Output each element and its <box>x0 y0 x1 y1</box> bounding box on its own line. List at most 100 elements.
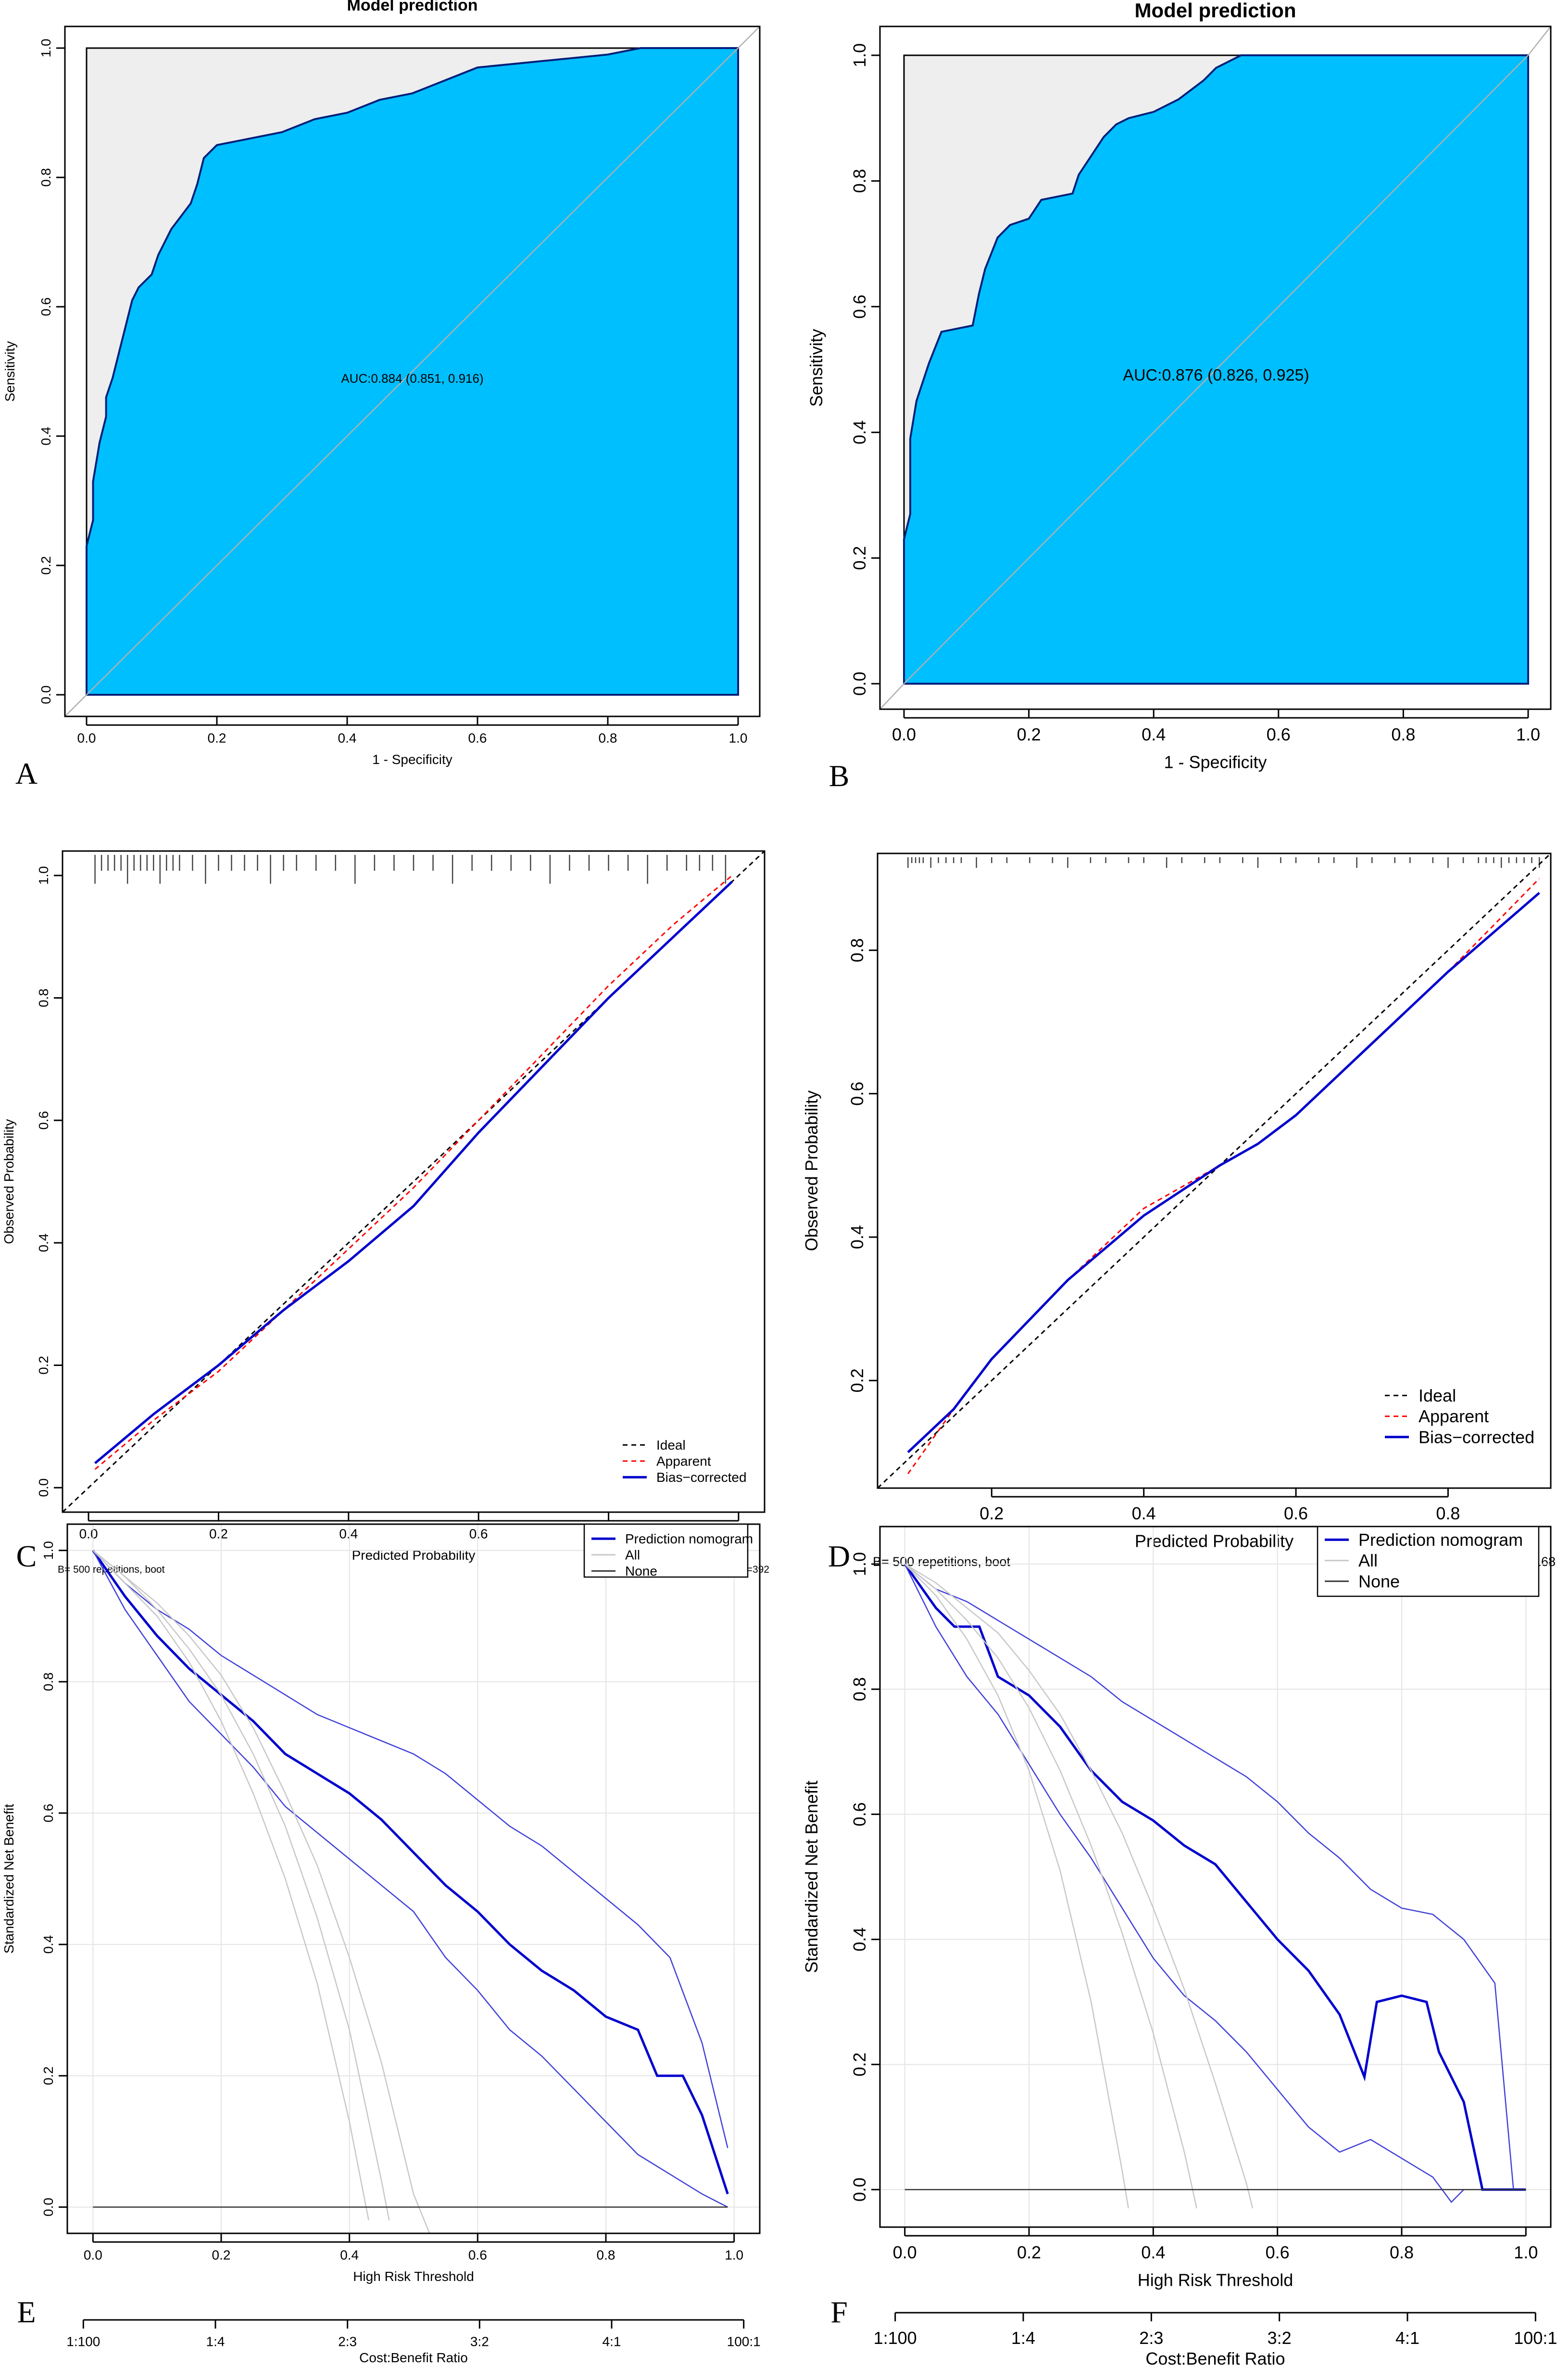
series-line <box>904 1563 1254 2209</box>
legend-box <box>1317 1526 1540 1597</box>
cost-benefit-tick-label: 1:4 <box>1011 2328 1035 2348</box>
y-tick-label: 0.2 <box>38 556 53 575</box>
y-axis-label: Sensitivity <box>806 329 826 407</box>
legend-label: Apparent <box>656 1454 711 1469</box>
x-tick-label: 0.0 <box>84 2247 102 2262</box>
x-tick-label: 0.8 <box>599 730 617 745</box>
panel-e: 0.0 0.2 0.4 0.6 0.8 1.0 High Risk Threshold 0.0… <box>1 1523 761 2365</box>
x-tick-label: 0.8 <box>1390 2242 1414 2262</box>
panel-c: 0.00.20.40.60.81.0Predicted Probability0… <box>1 850 769 1575</box>
x-axis-label: High Risk Threshold <box>1138 2270 1293 2290</box>
panel-letter: C <box>16 1539 37 1573</box>
plot-frame <box>66 1523 761 2234</box>
cost-benefit-tick-label: 4:1 <box>1395 2328 1419 2348</box>
cost-benefit-tick-label: 100:1 <box>1514 2328 1557 2348</box>
auc-annotation: AUC:0.876 (0.826, 0.925) <box>1123 366 1309 385</box>
y-tick-label: 0.0 <box>36 1478 51 1497</box>
legend-label: None <box>625 1564 657 1578</box>
y-tick-label: 0.2 <box>850 2053 869 2077</box>
panel-a: AUC:0.884 (0.851, 0.916) 0.0 0.2 0.4 0.6 0.8 1… <box>2 0 761 790</box>
auc-annotation: AUC:0.884 (0.851, 0.916) <box>341 371 483 386</box>
frame-corner-line <box>64 694 87 717</box>
panel-letter: B <box>829 759 850 793</box>
x-tick-label: 0.2 <box>212 2247 231 2262</box>
series-line <box>877 852 1552 1489</box>
series-line <box>92 1550 729 2194</box>
y-tick-label: 1.0 <box>41 1541 56 1560</box>
legend-box <box>583 1523 749 1578</box>
chart-title: Model prediction <box>347 0 478 14</box>
x-tick-label: 0.8 <box>1436 1503 1460 1523</box>
x-axis-label: 1 - Specificity <box>1164 752 1267 772</box>
panel-f: 0.0 0.2 0.4 0.6 0.8 1.0 High Risk Threshold 0.0… <box>802 1526 1557 2368</box>
footnote-left: B= 500 repetitions, boot <box>873 1554 1010 1569</box>
y-tick-label: 0.0 <box>41 2198 56 2217</box>
series-line <box>907 878 1540 1475</box>
x-tick-label: 0.2 <box>208 730 226 745</box>
panel-letter: F <box>830 2295 848 2329</box>
series-line <box>92 1550 728 2148</box>
y-tick-label: 0.4 <box>850 1928 869 1952</box>
reference-diagonal <box>86 48 739 695</box>
series-line <box>92 1550 728 2208</box>
y-tick-label: 0.6 <box>38 298 53 316</box>
y-tick-label: 0.6 <box>850 1802 869 1826</box>
legend-label: All <box>625 1548 640 1563</box>
series-line <box>904 1564 1129 2209</box>
series-line <box>92 1550 390 2220</box>
cost-benefit-tick-label: 1:100 <box>874 2328 917 2348</box>
x-tick-label: 1.0 <box>1514 2242 1538 2262</box>
y-tick-label: 0.8 <box>847 938 867 962</box>
x-tick-label: 0.6 <box>468 730 487 745</box>
plot-frame <box>879 25 1552 710</box>
cost-benefit-label: Cost:Benefit Ratio <box>359 2350 468 2365</box>
x-tick-label: 0.2 <box>1017 2242 1041 2262</box>
y-tick-label: 0.2 <box>847 1368 867 1392</box>
legend-label: None <box>1358 1571 1400 1591</box>
y-axis-label: Standardized Net Benefit <box>802 1780 821 1973</box>
x-tick-label: 0.0 <box>892 725 916 744</box>
series-line <box>94 880 733 1465</box>
series-line <box>904 1564 1465 2203</box>
y-tick-label: 0.4 <box>847 1225 867 1249</box>
cost-benefit-tick-label: 1:4 <box>206 2334 225 2349</box>
cost-benefit-tick-label: 2:3 <box>338 2334 357 2349</box>
cost-benefit-tick-label: 4:1 <box>603 2334 621 2349</box>
x-tick-label: 0.6 <box>1267 725 1291 744</box>
legend-label: Ideal <box>1419 1386 1456 1405</box>
x-tick-label: 0.4 <box>338 730 357 745</box>
y-tick-label: 0.2 <box>36 1356 51 1375</box>
y-tick-label: 0.2 <box>41 2067 56 2085</box>
y-tick-label: 1.0 <box>850 43 869 67</box>
x-tick-label: 0.2 <box>209 1526 228 1541</box>
x-tick-label: 0.2 <box>979 1503 1004 1523</box>
x-tick-label: 0.4 <box>340 2247 359 2262</box>
x-tick-label: 0.4 <box>1142 725 1166 744</box>
y-axis-label: Observed Probability <box>802 1090 821 1251</box>
series-line <box>907 892 1540 1453</box>
x-tick-label: 0.0 <box>77 730 96 745</box>
x-tick-label: 0.4 <box>1132 1503 1156 1523</box>
legend-label: Ideal <box>656 1438 686 1453</box>
y-tick-label: 0.4 <box>850 420 869 444</box>
y-tick-label: 0.0 <box>850 672 869 696</box>
y-tick-label: 0.4 <box>38 427 53 446</box>
frame-corner-line <box>1528 26 1551 56</box>
plot-frame <box>877 852 1552 1489</box>
cost-benefit-tick-label: 3:2 <box>470 2334 489 2349</box>
y-tick-label: 0.6 <box>847 1082 867 1106</box>
legend-label: Prediction nomogram <box>1358 1530 1523 1550</box>
legend-label: Apparent <box>1419 1406 1489 1426</box>
x-tick-label: 1.0 <box>725 2247 743 2262</box>
y-tick-label: 0.8 <box>36 989 51 1007</box>
y-tick-label: 0.6 <box>36 1111 51 1130</box>
frame-corner-line <box>879 683 904 710</box>
cost-benefit-tick-label: 1:100 <box>66 2334 100 2349</box>
x-tick-label: 0.0 <box>79 1526 98 1541</box>
legend-label: Bias−corrected <box>656 1470 747 1485</box>
x-tick-label: 0.6 <box>1266 2242 1290 2262</box>
y-axis-label: Standardized Net Benefit <box>1 1804 16 1954</box>
x-tick-label: 0.8 <box>597 2247 615 2262</box>
y-tick-label: 1.0 <box>850 1552 869 1576</box>
x-axis-label: High Risk Threshold <box>353 2269 474 2284</box>
